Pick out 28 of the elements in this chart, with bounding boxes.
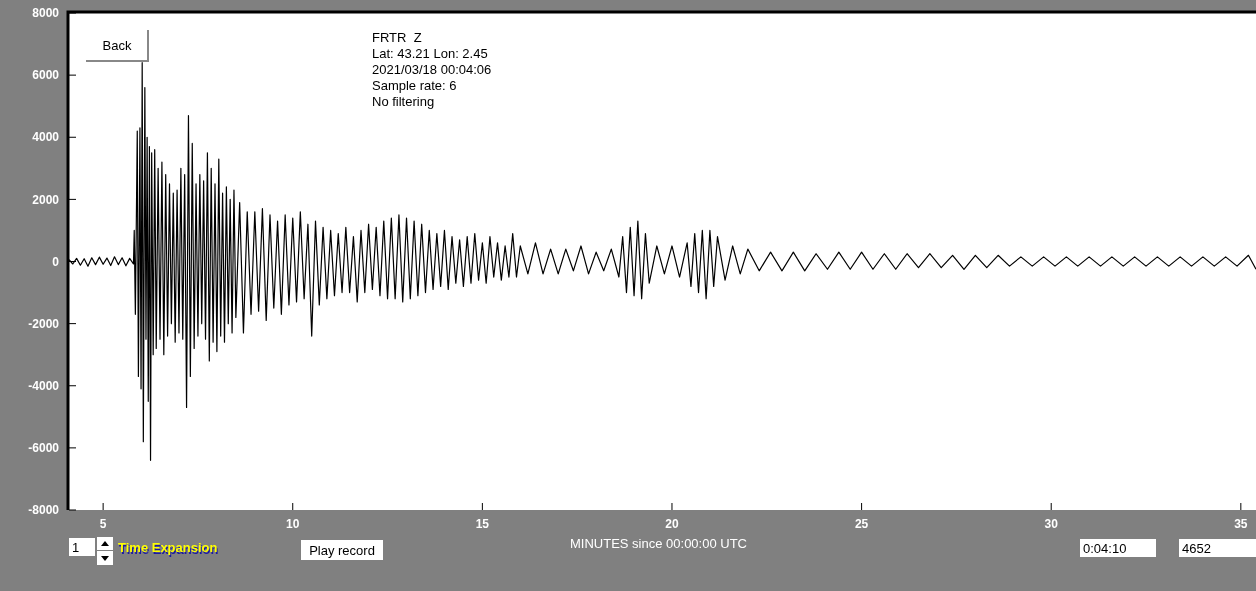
y-tick-label: 6000 [32, 68, 60, 83]
annotation: Sample rate: 6 [372, 78, 457, 93]
x-axis-title: MINUTES since 00:00:00 UTC [569, 536, 748, 551]
text: 1 [72, 540, 80, 555]
annotation: Back [102, 38, 132, 53]
y-tick-label: 4000 [32, 130, 60, 145]
annotation: No filtering [372, 94, 435, 109]
x-tick-label: 20 [665, 517, 679, 531]
text: Play record [309, 543, 375, 558]
text: 0:04:10 [1083, 541, 1127, 556]
y-tick-label: -2000 [28, 316, 60, 331]
x-tick-label: 35 [1234, 517, 1248, 531]
x-tick-label: 10 [286, 517, 300, 531]
x-tick-label: 15 [475, 517, 490, 531]
y-tick-label: -8000 [28, 503, 60, 518]
x-tick-label: 5 [99, 517, 107, 531]
y-tick-label: 0 [52, 254, 60, 269]
text: 4652 [1182, 541, 1211, 556]
annotation: Lat: 43.21 Lon: 2.45 [372, 46, 488, 61]
annotation: 2021/03/18 00:04:06 [372, 62, 492, 77]
y-tick-label: -4000 [28, 378, 60, 393]
x-tick-label: 30 [1044, 517, 1059, 531]
text: Time Expansion [118, 540, 218, 555]
y-tick-label: 2000 [32, 192, 60, 207]
y-tick-label: -6000 [28, 441, 60, 456]
y-tick-label: 8000 [32, 6, 60, 21]
text: FRTR Z [372, 30, 422, 45]
x-tick-label: 25 [854, 517, 869, 531]
